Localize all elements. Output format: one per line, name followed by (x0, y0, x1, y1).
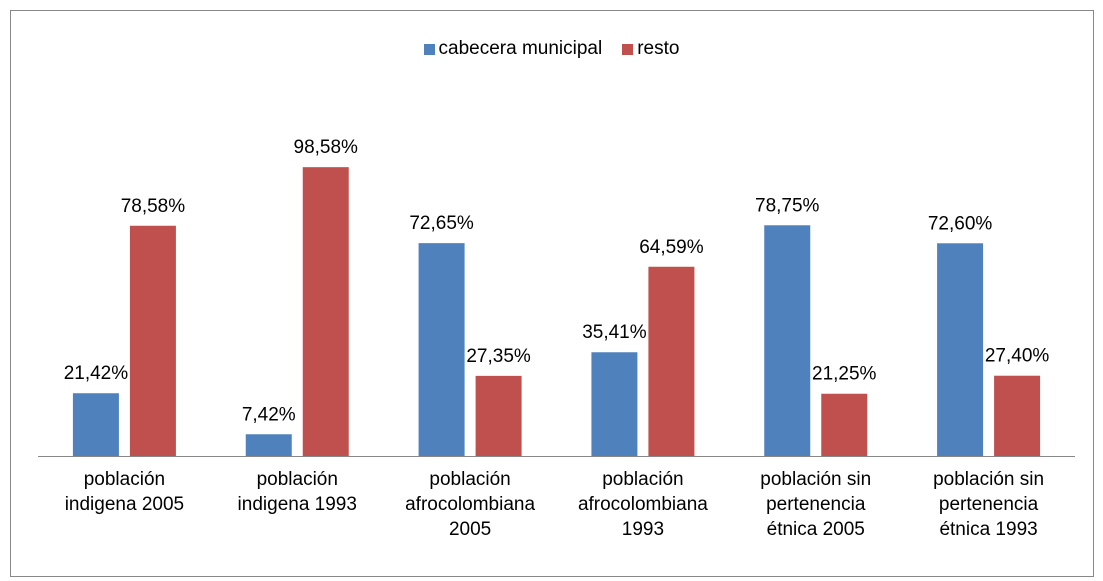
x-tick-label: población afrocolombiana 2005 (405, 469, 536, 540)
data-label: 98,58% (294, 137, 359, 158)
legend-swatch (423, 43, 435, 55)
bar (72, 393, 119, 456)
data-label: 21,42% (64, 363, 129, 384)
data-label: 72,65% (409, 213, 474, 234)
data-label: 27,35% (466, 346, 531, 367)
bar (302, 167, 349, 457)
data-label: 35,41% (582, 322, 647, 343)
data-label: 7,42% (242, 404, 296, 425)
data-label: 78,75% (755, 195, 820, 216)
data-label: 64,59% (639, 237, 704, 258)
legend-label: resto (637, 38, 680, 59)
bar (475, 375, 522, 456)
x-tick-label: población sin pertenencia étnica 1993 (933, 469, 1045, 540)
legend-label: cabecera municipal (438, 38, 603, 59)
bar (994, 375, 1041, 456)
x-tick-label: población indigena 2005 (64, 469, 185, 515)
bar (937, 243, 984, 456)
bar (245, 434, 292, 456)
data-label: 21,25% (812, 364, 877, 385)
chart-border (10, 10, 1094, 577)
legend-swatch (622, 43, 634, 55)
bar (764, 225, 811, 456)
x-tick-label: población sin pertenencia étnica 2005 (760, 469, 872, 540)
data-label: 72,60% (928, 213, 993, 234)
legend: cabecera municipal resto (0, 38, 1103, 60)
bar (591, 352, 638, 456)
bar (129, 225, 176, 456)
legend-item: resto (622, 38, 679, 60)
data-label: 78,58% (121, 196, 186, 217)
bar (418, 243, 465, 456)
x-tick-label: población indigena 1993 (237, 469, 357, 515)
bar (648, 266, 695, 456)
x-tick-label: población afrocolombiana 1993 (577, 469, 708, 540)
legend-item: cabecera municipal (423, 38, 603, 60)
data-label: 27,40% (985, 346, 1050, 367)
bar (821, 393, 868, 456)
